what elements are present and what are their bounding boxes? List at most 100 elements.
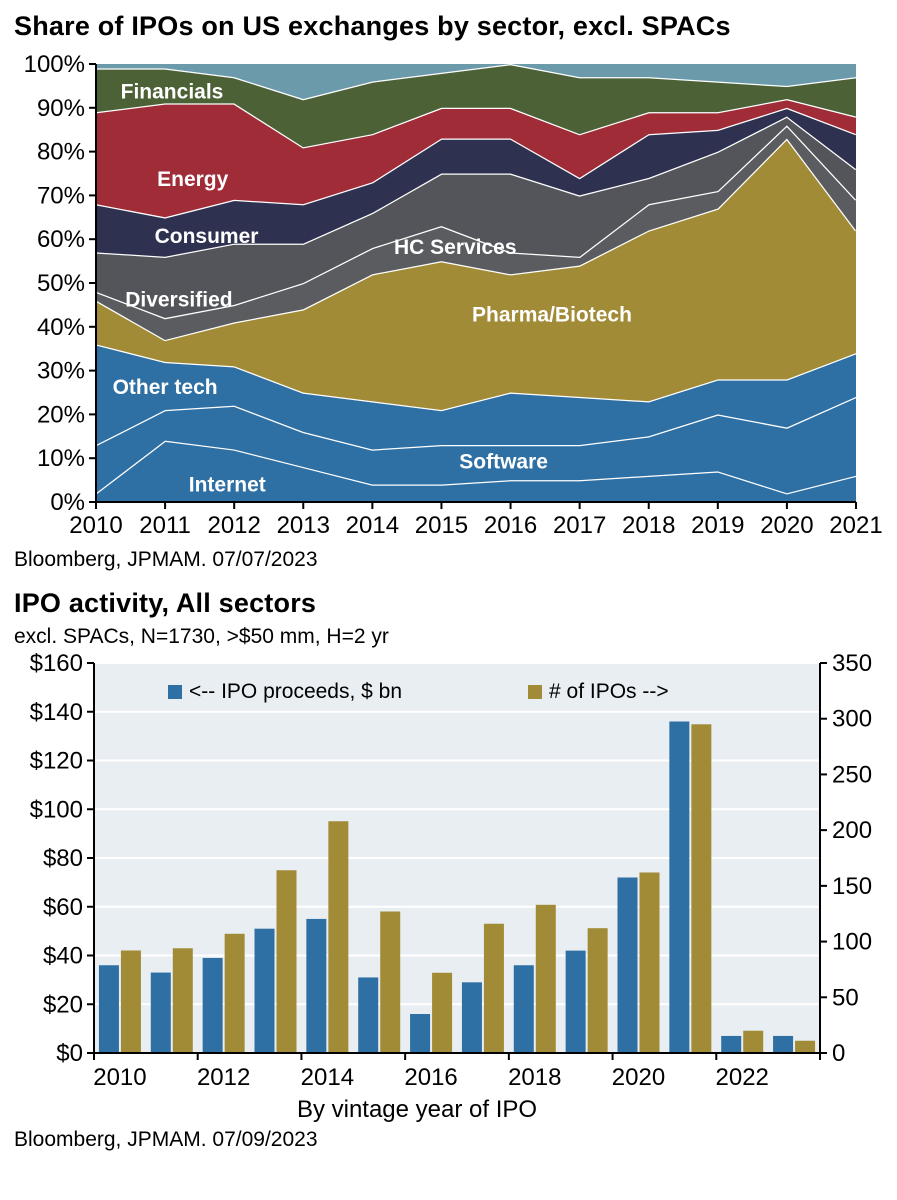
proceeds-bar-2020 — [617, 877, 638, 1053]
x-tick-label: 2015 — [415, 512, 468, 539]
area-label-internet: Internet — [189, 473, 266, 496]
x-tick-label: 2021 — [829, 512, 882, 539]
proceeds-bar-2018 — [513, 965, 534, 1053]
proceeds-bar-2012 — [202, 957, 223, 1053]
y-tick-label: 100% — [24, 51, 85, 78]
area-label-energy: Energy — [157, 168, 229, 191]
right-tick-label: 350 — [832, 650, 872, 677]
area-label-other-tech: Other tech — [113, 376, 218, 399]
x-tick-label: 2014 — [301, 1064, 354, 1091]
x-tick-label: 2012 — [197, 1064, 250, 1091]
x-tick-label: 2012 — [207, 512, 260, 539]
area-label-software: Software — [459, 450, 548, 473]
x-tick-label: 2010 — [69, 512, 122, 539]
y-tick-label: 70% — [37, 182, 85, 209]
x-tick-label: 2018 — [622, 512, 675, 539]
area-other — [96, 63, 856, 99]
dual-axis-bar-chart: $0 $20 $40 $60 $80 $100 $120 $140 $160 0 50 100 150 2… — [30, 650, 872, 1123]
area-financials — [96, 63, 856, 147]
x-tick-label: 2014 — [346, 512, 399, 539]
y-tick-label: 10% — [37, 445, 85, 472]
proceeds-bar-2011 — [150, 972, 171, 1053]
top-chart-source: Bloomberg, JPMAM. 07/07/2023 — [14, 547, 318, 571]
area-other-tech — [96, 344, 856, 450]
right-tick-label: 300 — [832, 706, 872, 733]
left-tick-label: $0 — [56, 1040, 83, 1067]
y-tick-label: 90% — [37, 95, 85, 122]
legend-label-ipo-proceeds-bn: <-- IPO proceeds, $ bn — [189, 680, 402, 703]
area-diversified — [96, 116, 856, 318]
bottom-chart-subtitle: excl. SPACs, N=1730, >$50 mm, H=2 yr — [14, 624, 389, 648]
legend-swatch-of-ipos — [528, 684, 542, 699]
x-tick-label: 2010 — [93, 1064, 146, 1091]
legend-swatch-ipo-proceeds-bn — [168, 684, 182, 699]
y-tick-label: 60% — [37, 226, 85, 253]
area-hc-services — [96, 125, 856, 340]
ipo-count-bar-2016 — [432, 972, 453, 1053]
ipo-count-bar-2010 — [120, 950, 141, 1053]
left-tick-label: $40 — [43, 942, 83, 969]
ipo-activity-chart-section: IPO activity, All sectors excl. SPACs, N… — [0, 587, 897, 1153]
ipo-count-bar-2013 — [276, 870, 297, 1053]
left-tick-label: $20 — [43, 991, 83, 1018]
x-tick-label: 2020 — [760, 512, 813, 539]
right-tick-label: 50 — [832, 984, 859, 1011]
right-tick-label: 0 — [832, 1040, 845, 1067]
proceeds-bar-2021 — [669, 721, 690, 1053]
ipo-count-bar-2014 — [328, 821, 349, 1053]
proceeds-bar-2015 — [358, 977, 379, 1053]
y-tick-label: 80% — [37, 138, 85, 165]
bottom-chart-title: IPO activity, All sectors — [14, 588, 317, 619]
ipo-count-bar-2022 — [743, 1030, 764, 1053]
ipo-count-bar-2018 — [535, 904, 556, 1053]
y-tick-label: 30% — [37, 357, 85, 384]
ipo-count-bar-2023 — [795, 1040, 816, 1053]
area-label-consumer: Consumer — [155, 225, 259, 248]
x-tick-label: 2020 — [612, 1064, 665, 1091]
bottom-chart-source: Bloomberg, JPMAM. 07/09/2023 — [14, 1127, 318, 1151]
area-label-diversified: Diversified — [125, 288, 232, 311]
right-tick-label: 150 — [832, 873, 872, 900]
ipo-count-bar-2012 — [224, 933, 245, 1053]
right-tick-label: 250 — [832, 761, 872, 788]
left-tick-label: $80 — [43, 845, 83, 872]
proceeds-bar-2023 — [773, 1035, 794, 1053]
ipo-count-bar-2021 — [691, 724, 712, 1053]
right-tick-label: 200 — [832, 817, 872, 844]
proceeds-bar-2014 — [306, 918, 327, 1053]
x-tick-label: 2016 — [484, 512, 537, 539]
x-tick-label: 2016 — [404, 1064, 457, 1091]
left-tick-label: $160 — [30, 650, 83, 677]
x-axis-title: By vintage year of IPO — [297, 1096, 537, 1123]
stacked-area-chart: 0% 10% 20% 30% 40% 50% 60% 70% 80% 90% 100% 2010 201… — [24, 51, 883, 539]
proceeds-bar-2019 — [565, 950, 586, 1053]
left-tick-label: $120 — [30, 747, 83, 774]
area-label-hc-services: HC Services — [394, 236, 517, 259]
y-tick-label: 50% — [37, 270, 85, 297]
sector-share-chart-section: Share of IPOs on US exchanges by sector,… — [0, 10, 897, 573]
area-label-pharma-biotech: Pharma/Biotech — [472, 303, 632, 326]
left-tick-label: $60 — [43, 894, 83, 921]
area-pharma-biotech — [96, 138, 856, 410]
right-tick-label: 100 — [832, 929, 872, 956]
y-tick-label: 40% — [37, 314, 85, 341]
proceeds-bar-2022 — [721, 1035, 742, 1053]
ipo-count-bar-2015 — [380, 911, 401, 1053]
x-tick-label: 2011 — [139, 512, 191, 539]
area-label-financials: Financials — [121, 80, 224, 103]
area-energy — [96, 98, 856, 218]
x-tick-label: 2019 — [691, 512, 744, 539]
ipo-count-bar-2019 — [587, 928, 608, 1053]
proceeds-bar-2013 — [254, 928, 275, 1053]
legend-label-of-ipos: # of IPOs --> — [549, 680, 669, 703]
top-chart-title: Share of IPOs on US exchanges by sector,… — [14, 11, 731, 41]
ipo-count-bar-2017 — [483, 923, 504, 1053]
proceeds-bar-2010 — [98, 965, 119, 1053]
y-tick-label: 20% — [37, 401, 85, 428]
left-tick-label: $140 — [30, 699, 83, 726]
area-consumer — [96, 107, 856, 257]
y-tick-label: 0% — [50, 489, 85, 516]
x-tick-label: 2013 — [277, 512, 330, 539]
left-tick-label: $100 — [30, 796, 83, 823]
